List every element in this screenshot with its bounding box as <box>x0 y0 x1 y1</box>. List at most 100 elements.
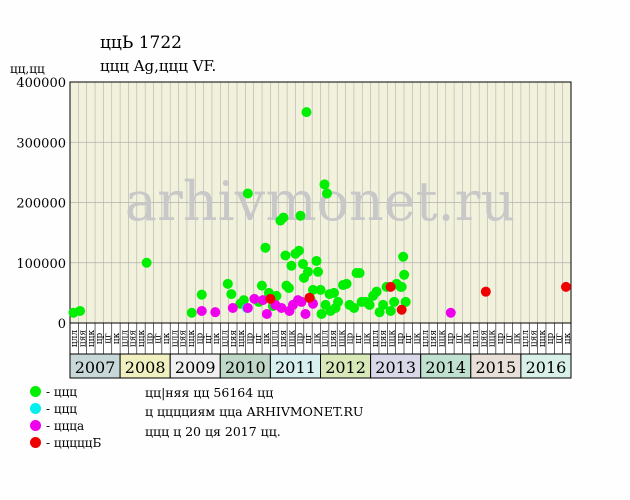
year-label: 2011 <box>275 358 316 377</box>
data-point <box>210 307 221 318</box>
quarter-label: цяя <box>479 330 489 347</box>
quarter-label: цк <box>112 332 122 344</box>
quarter-label: цг <box>204 333 214 344</box>
quarter-label: ццк <box>438 330 448 348</box>
quarter-label: цлл <box>371 330 381 348</box>
data-point <box>280 250 291 261</box>
data-point <box>295 210 306 221</box>
data-point <box>256 280 267 291</box>
data-point <box>260 242 271 253</box>
data-point <box>297 258 308 269</box>
note-source: ц цццциям цца ARHIVMONET.RU <box>145 404 364 419</box>
data-point <box>311 255 322 266</box>
quarter-label: цлл <box>220 330 230 348</box>
quarter-label: цлл <box>471 330 481 348</box>
quarter-label: цг <box>154 333 164 344</box>
quarter-label: цяя <box>529 330 539 347</box>
quarter-label: цр <box>446 332 456 344</box>
legend-marker-icon <box>30 437 41 448</box>
quarter-label: ццк <box>137 330 147 348</box>
year-label: 2010 <box>225 358 266 377</box>
legend-item: - цццццБ <box>30 436 101 450</box>
year-cell <box>219 353 271 379</box>
quarter-label: цлл <box>271 330 281 348</box>
year-label: 2014 <box>425 358 466 377</box>
quarter-label: цг <box>304 333 314 344</box>
year-label: 2008 <box>125 358 166 377</box>
data-point <box>322 188 333 199</box>
quarter-label: цлл <box>421 330 431 348</box>
data-point <box>249 293 260 304</box>
data-point <box>385 281 396 292</box>
chart-subtitle: ццц Ag,ццц VF. <box>100 57 217 75</box>
data-point <box>257 295 268 306</box>
year-cell <box>370 353 422 379</box>
quarter-label: цяя <box>179 330 189 347</box>
year-cell <box>119 353 171 379</box>
quarter-label: цлл <box>170 330 180 348</box>
quarter-label: цр <box>195 332 205 344</box>
quarter-label: цг <box>404 333 414 344</box>
data-point <box>301 107 312 118</box>
quarter-label: цг <box>504 333 514 344</box>
quarter-label: цлл <box>70 330 80 348</box>
quarter-label: цр <box>296 332 306 344</box>
data-point <box>371 286 382 297</box>
quarter-label: цр <box>346 332 356 344</box>
note-average: цц|няя цц 56164 цц <box>145 385 274 400</box>
quarter-label: цк <box>312 332 322 344</box>
quarter-label: ццк <box>488 330 498 348</box>
quarter-label: цк <box>563 332 573 344</box>
chart-title: ццЬ 1722 <box>100 33 182 53</box>
data-point <box>304 292 315 303</box>
year-cell <box>169 353 221 379</box>
data-point <box>320 299 331 310</box>
data-point <box>242 302 253 313</box>
quarter-label: цк <box>513 332 523 344</box>
year-cell <box>320 353 372 379</box>
watermark: arhivmonet.ru <box>125 170 515 233</box>
year-label: 2012 <box>325 358 366 377</box>
data-point <box>480 286 491 297</box>
legend-marker-icon <box>30 403 41 414</box>
data-point <box>238 295 249 306</box>
y-tick-label: 300000 <box>16 136 66 151</box>
year-label: 2016 <box>526 358 567 377</box>
data-point <box>75 305 86 316</box>
year-cell <box>420 353 472 379</box>
data-point <box>242 188 253 199</box>
data-point <box>315 284 326 295</box>
quarter-label: цр <box>396 332 406 344</box>
quarter-label: цг <box>254 333 264 344</box>
data-point <box>196 289 207 300</box>
quarter-label: цк <box>413 332 423 344</box>
data-point <box>278 212 289 223</box>
y-tick-label: 0 <box>58 317 66 332</box>
data-point <box>319 179 330 190</box>
quarter-label: цр <box>145 332 155 344</box>
quarter-label: цяя <box>79 330 89 347</box>
quarter-label: ццк <box>337 330 347 348</box>
quarter-label: цк <box>212 332 222 344</box>
legend-label: - ццц <box>46 402 78 416</box>
quarter-label: цг <box>554 333 564 344</box>
data-point <box>341 278 352 289</box>
data-point <box>265 293 276 304</box>
year-label: 2013 <box>375 358 416 377</box>
quarter-label: цг <box>354 333 364 344</box>
quarter-label: цг <box>454 333 464 344</box>
data-point <box>364 299 375 310</box>
data-point <box>227 302 238 313</box>
data-point <box>283 283 294 294</box>
legend-label: - цццццБ <box>46 436 102 450</box>
data-point <box>329 287 340 298</box>
data-point <box>307 284 318 295</box>
year-label: 2007 <box>75 358 116 377</box>
data-point <box>349 302 360 313</box>
quarter-label: цр <box>95 332 105 344</box>
data-point <box>300 308 311 319</box>
data-point <box>293 245 304 256</box>
legend-marker-icon <box>30 420 41 431</box>
quarter-label: цяя <box>279 330 289 347</box>
quarter-label: цяя <box>129 330 139 347</box>
